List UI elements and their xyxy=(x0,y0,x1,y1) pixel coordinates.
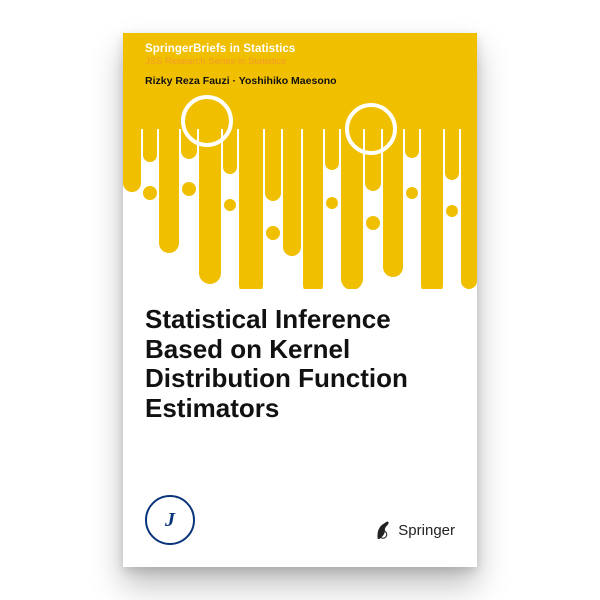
title-line: Distribution Function xyxy=(145,364,437,394)
cover-graphic xyxy=(123,33,477,289)
book-cover: SpringerBriefs in Statistics JSS Researc… xyxy=(123,33,477,567)
series-block: SpringerBriefs in Statistics JSS Researc… xyxy=(145,43,295,67)
ring-icon xyxy=(345,103,397,155)
title-line: Based on Kernel xyxy=(145,335,437,365)
title-line: Statistical Inference xyxy=(145,305,437,335)
series-main: SpringerBriefs in Statistics xyxy=(145,43,295,55)
seal-letter: J xyxy=(165,510,175,530)
series-sub: JSS Research Series in Statistics xyxy=(145,56,295,67)
drip-pattern xyxy=(123,33,477,289)
publisher-block: Springer xyxy=(374,519,455,541)
authors: Rizky Reza Fauzi · Yoshihiko Maesono xyxy=(145,75,337,87)
springer-horse-icon xyxy=(374,519,392,541)
title-line: Estimators xyxy=(145,394,437,424)
ring-icon xyxy=(181,95,233,147)
book-title: Statistical InferenceBased on KernelDist… xyxy=(145,305,437,424)
publisher-name: Springer xyxy=(398,522,455,539)
jss-seal-icon: J xyxy=(145,495,195,545)
